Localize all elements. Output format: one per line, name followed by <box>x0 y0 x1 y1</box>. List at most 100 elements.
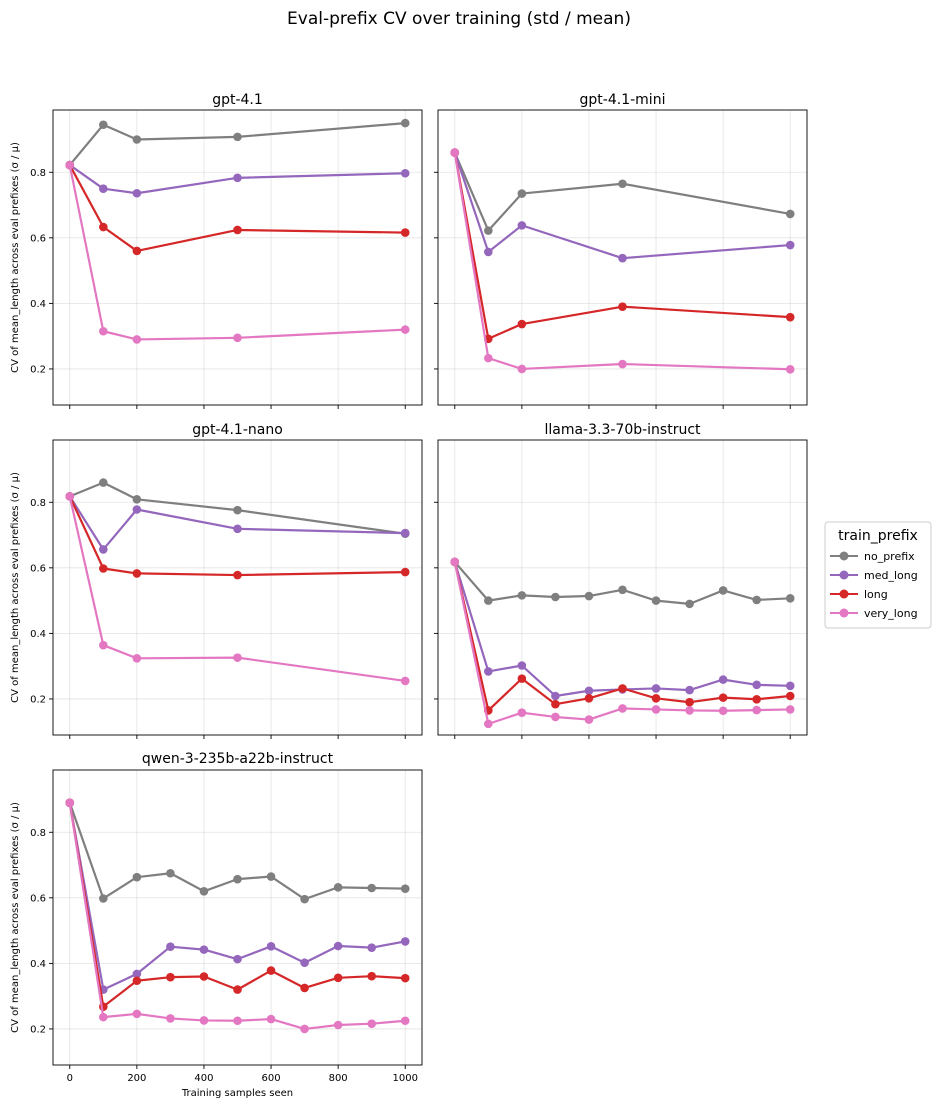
data-point-med-long <box>517 221 527 230</box>
data-point-very-long <box>99 326 108 336</box>
data-point-med-long <box>785 681 795 691</box>
data-point-very-long <box>233 1016 242 1026</box>
data-point-very-long <box>785 705 795 714</box>
subplot-llama-3.3-70b-instruct: llama-3.3-70b-instruct <box>434 422 808 739</box>
data-point-long <box>400 973 410 983</box>
data-point-no-prefix <box>618 585 627 595</box>
data-point-very-long <box>685 706 694 715</box>
data-point-very-long <box>618 359 627 369</box>
subplot-gpt-4.1-nano: gpt-4.1-nano CV of mean_length across ev… <box>10 422 423 739</box>
legend-entry-no-prefix: no_prefix <box>830 550 915 563</box>
y-tick-label: 0.8 <box>30 498 46 509</box>
data-point-no-prefix <box>785 209 795 219</box>
data-point-very-long <box>132 335 142 344</box>
data-point-very-long <box>400 325 410 334</box>
data-point-very-long <box>618 704 627 713</box>
y-tick-label: 0.4 <box>30 629 46 640</box>
data-point-very-long <box>785 364 795 374</box>
data-point-very-long <box>333 1020 343 1030</box>
data-point-long <box>99 564 108 573</box>
data-point-long <box>367 971 376 981</box>
data-point-no-prefix <box>367 883 376 893</box>
figure-suptitle: Eval-prefix CV over training (std / mean… <box>287 9 631 29</box>
data-point-no-prefix <box>132 872 142 882</box>
data-point-very-long <box>718 706 728 716</box>
data-point-very-long <box>551 712 560 722</box>
data-point-long <box>685 697 694 707</box>
data-point-med-long <box>718 675 728 684</box>
data-point-med-long <box>651 684 661 693</box>
axes-frame <box>52 109 423 406</box>
data-point-long <box>718 693 728 702</box>
legend-frame <box>824 521 932 629</box>
subplot-title: gpt-4.1-mini <box>580 92 666 108</box>
data-point-no-prefix <box>333 883 343 892</box>
subplot-qwen-3-235b-a22b-instruct: qwen-3-235b-a22b-instruct CV of mean_len… <box>10 751 423 1099</box>
data-point-very-long <box>65 160 75 170</box>
legend-label-no-prefix: no_prefix <box>864 550 915 563</box>
legend-label-med-long: med_long <box>864 569 918 582</box>
data-point-very-long <box>651 705 661 714</box>
legend-marker-med-long <box>839 570 849 580</box>
data-point-very-long <box>65 492 75 501</box>
data-point-no-prefix <box>517 189 527 198</box>
legend-label-very-long: very_long <box>864 607 918 620</box>
y-tick-label: 0.2 <box>30 694 46 705</box>
data-point-long <box>651 693 661 703</box>
data-point-very-long <box>166 1014 175 1023</box>
y-axis-label: CV of mean_length across eval prefixes (… <box>10 472 21 703</box>
data-point-med-long <box>233 173 242 183</box>
data-point-med-long <box>132 188 142 198</box>
data-point-med-long <box>300 958 309 968</box>
data-point-long <box>166 972 175 982</box>
y-tick-label: 0.6 <box>30 233 46 244</box>
data-point-no-prefix <box>132 495 142 504</box>
data-point-no-prefix <box>618 179 627 189</box>
x-tick-label: 0 <box>67 1073 73 1084</box>
data-point-very-long <box>132 654 142 663</box>
data-point-long <box>132 569 142 578</box>
data-point-med-long <box>551 691 560 701</box>
data-point-very-long <box>233 653 242 662</box>
data-point-long <box>199 972 209 981</box>
data-point-no-prefix <box>400 118 410 128</box>
data-point-long <box>517 319 527 329</box>
axes-frame <box>437 109 808 406</box>
data-point-very-long <box>484 719 493 729</box>
x-tick-label: 600 <box>261 1073 280 1084</box>
data-point-med-long <box>99 184 108 193</box>
legend: train_prefix no_prefix med_long long ver… <box>824 521 932 629</box>
data-point-no-prefix <box>199 886 209 896</box>
y-tick-label: 0.2 <box>30 364 46 375</box>
data-point-no-prefix <box>233 132 242 142</box>
data-point-long <box>132 246 142 256</box>
axes-frame <box>437 439 808 736</box>
data-point-long <box>400 228 410 237</box>
data-point-med-long <box>685 685 694 695</box>
subplot-title: qwen-3-235b-a22b-instruct <box>142 751 334 767</box>
y-tick-label: 0.6 <box>30 893 46 904</box>
data-point-no-prefix <box>718 586 728 595</box>
data-point-no-prefix <box>300 894 309 904</box>
data-point-no-prefix <box>584 591 594 601</box>
data-point-long <box>400 567 410 577</box>
data-point-very-long <box>517 708 527 718</box>
data-point-med-long <box>752 680 761 690</box>
data-point-no-prefix <box>484 226 493 235</box>
y-tick-label: 0.4 <box>30 959 46 970</box>
data-point-long <box>233 225 242 235</box>
legend-marker-long <box>839 589 849 599</box>
legend-marker-no-prefix <box>839 551 849 561</box>
data-point-med-long <box>400 528 410 538</box>
data-point-long <box>618 302 627 311</box>
data-point-no-prefix <box>99 478 108 487</box>
data-point-med-long <box>618 253 627 263</box>
data-point-med-long <box>367 943 376 952</box>
legend-entry-med-long: med_long <box>830 569 918 582</box>
y-axis-label: CV of mean_length across eval prefixes (… <box>10 142 21 373</box>
x-axis-label: Training samples seen <box>181 1088 293 1099</box>
subplot-gpt-4.1-mini: gpt-4.1-mini <box>434 92 808 409</box>
data-point-very-long <box>300 1024 309 1034</box>
y-tick-label: 0.4 <box>30 299 46 310</box>
